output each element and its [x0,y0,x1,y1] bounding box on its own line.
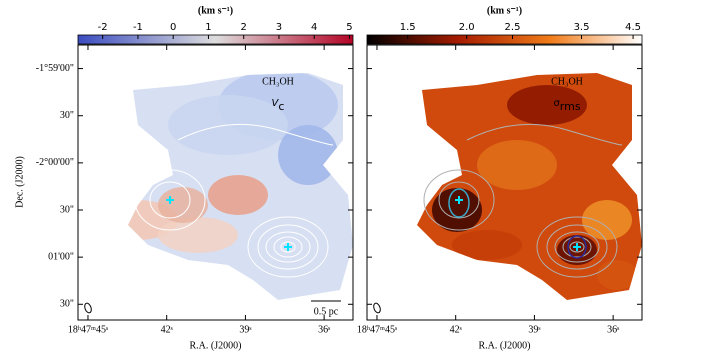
contour [466,123,623,146]
x-tick-label: 18ʰ47ᵐ45ˢ [357,324,397,335]
colorbar-tick-label: 3.5 [574,22,590,33]
contour [177,123,334,146]
map-patch [278,125,338,185]
colorbar-tick-label: 3 [276,22,282,33]
source-marker [166,196,174,204]
source-marker [455,196,463,204]
contour [438,181,480,219]
contour [247,216,329,278]
molecule-label: CH₃OH [262,76,294,87]
y-tick-label: -2°00'00" [36,157,74,168]
colorbar-tick-label: 2 [241,22,247,33]
colorbar [366,34,643,45]
map [128,73,353,300]
x-tick-label: 42ˢ [450,324,462,335]
colorbar-tick-label: 0 [170,22,176,33]
colorbar-tick-label: -2 [98,22,108,33]
contour [149,181,191,219]
colorbar [77,34,354,45]
map-patch [477,140,557,190]
scale-bar-label: 0.5 pc [314,306,339,317]
quantity-symbol: V [272,98,280,109]
beam [373,302,381,314]
colorbar-tick-label: 4.5 [625,22,641,33]
y-tick-label: 30" [60,110,74,121]
x-tick-label: 39ˢ [239,324,251,335]
panel-frame [366,44,643,321]
contour [265,231,311,263]
colorbar-tick-label: 1.5 [400,22,416,33]
contour [536,216,618,278]
map-patch [128,200,178,240]
map-patches [128,73,338,253]
map-patch [208,175,268,215]
contour [423,169,495,231]
contour [567,235,587,259]
map-patch [432,188,482,232]
x-tick-label: 36ˢ [607,324,619,335]
contour [554,231,600,263]
y-tick-label: -1°59'00" [36,63,74,74]
y-tick-label: 01'00" [48,251,74,262]
beam [84,302,92,314]
x-tick-label: 36ˢ [318,324,330,335]
y-tick-label: 30" [60,299,74,310]
contour [448,188,470,218]
map-patches [432,85,637,290]
x-axis-label: R.A. (J2000) [190,340,242,351]
map-patch [582,200,632,240]
quantity-subscript: c [278,100,284,113]
map-patch [158,217,238,253]
x-axis-label: R.A. (J2000) [479,340,531,351]
source-marker [573,243,581,251]
colorbar-tick-label: 1 [205,22,211,33]
colorbar-tick-label: 2.0 [459,22,475,33]
y-axis-label: Dec. (J2000) [14,156,25,208]
source-marker [284,243,292,251]
contour [273,236,303,258]
map-patch [597,260,637,290]
colorbar-tick-label: 2.5 [505,22,521,33]
colorbar-tick-label: 4 [311,22,317,33]
contour [280,241,296,253]
x-tick-label: 42ˢ [161,324,173,335]
contour [134,169,206,231]
contour [257,224,319,270]
contour [546,224,608,270]
map-patch [452,230,522,260]
map-patch [507,85,587,125]
x-tick-label: 39ˢ [528,324,540,335]
colorbar-tick-label: 5 [346,22,352,33]
quantity-label: σrms [553,98,580,113]
y-tick-label: 30" [60,204,74,215]
colorbar-units: (km s⁻¹) [198,5,233,16]
contour [562,236,592,258]
colorbar-units: (km s⁻¹) [487,5,522,16]
colorbar-tick-label: -1 [133,22,143,33]
panel-frame [77,44,354,321]
x-tick-label: 18ʰ47ᵐ45ˢ [68,324,108,335]
quantity-symbol: σ [553,98,560,109]
contour [569,241,585,253]
quantity-label: Vc [272,98,285,113]
molecule-label: CH₃OH [551,76,583,87]
quantity-subscript: rms [560,100,581,113]
